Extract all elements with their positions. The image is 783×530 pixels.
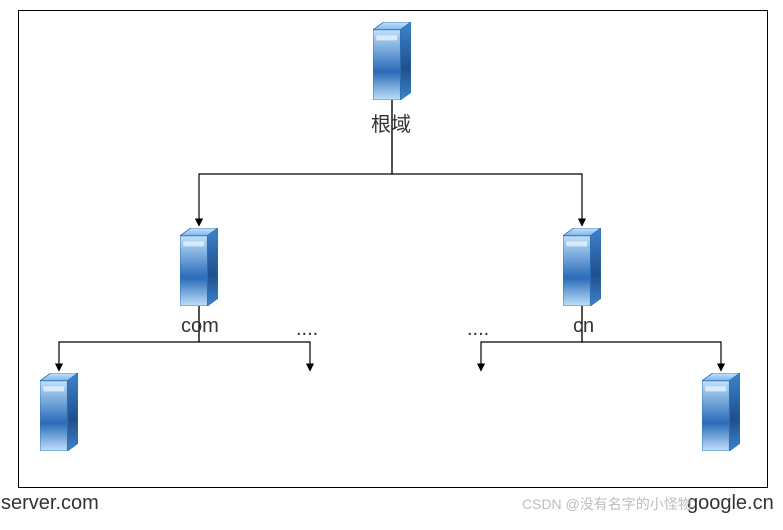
node-label-com: com bbox=[181, 315, 219, 338]
node-label-google: google.cn bbox=[687, 492, 774, 515]
node-label-dots_r: .... bbox=[467, 318, 489, 341]
diagram-canvas: 根域 com........ bbox=[0, 0, 783, 530]
server-node-cn bbox=[563, 228, 601, 311]
server-node-root bbox=[373, 22, 411, 105]
server-node-google bbox=[702, 373, 740, 456]
watermark: CSDN @没有名字的小怪物 bbox=[522, 494, 692, 514]
node-label-root: 根域 bbox=[371, 108, 411, 137]
node-label-server: server.com bbox=[1, 492, 99, 515]
node-label-cn: cn bbox=[573, 315, 594, 338]
server-node-server bbox=[40, 373, 78, 456]
node-label-dots_l: .... bbox=[296, 318, 318, 341]
server-node-com bbox=[180, 228, 218, 311]
